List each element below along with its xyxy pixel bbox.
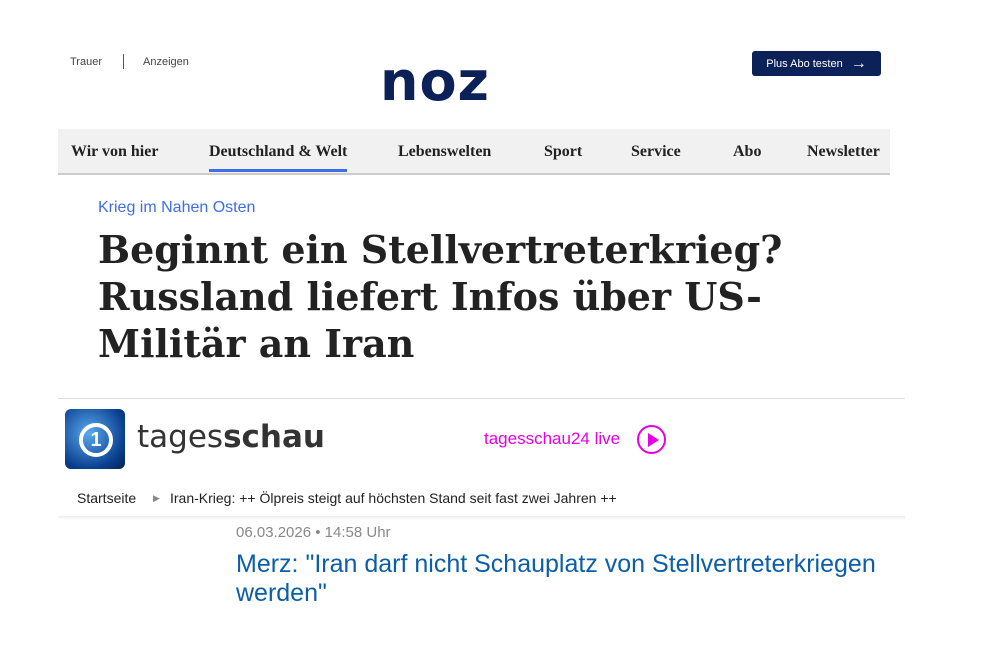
noz-logo[interactable]: noz	[380, 50, 490, 113]
plus-abo-label: Plus Abo testen	[766, 57, 843, 70]
nav-newsletter[interactable]: Newsletter	[807, 143, 880, 160]
breadcrumb-startseite[interactable]: Startseite	[77, 490, 137, 506]
link-anzeigen[interactable]: Anzeigen	[143, 56, 189, 68]
link-trauer[interactable]: Trauer	[70, 56, 102, 68]
nav-service[interactable]: Service	[631, 143, 681, 160]
tagesschau-headline[interactable]: Merz: "Iran darf nicht Schauplatz von St…	[236, 550, 876, 607]
tagesschau-logo-icon[interactable]: 1	[65, 409, 125, 469]
arrow-right-icon: →	[850, 54, 867, 72]
logo-mark: 1	[79, 423, 113, 457]
nav-lebenswelten[interactable]: Lebenswelten	[398, 143, 492, 160]
divider	[123, 54, 124, 69]
divider	[58, 516, 905, 520]
nav-deutschland-welt[interactable]: Deutschland & Welt	[209, 143, 348, 172]
article-headline: Beginnt ein Stellvertreterkrieg? Russlan…	[98, 227, 783, 366]
play-icon[interactable]	[637, 425, 666, 454]
article-date: 06.03.2026 • 14:58 Uhr	[236, 524, 391, 541]
divider	[58, 398, 905, 399]
nav-wir-von-hier[interactable]: Wir von hier	[71, 143, 159, 160]
nav-sport[interactable]: Sport	[544, 143, 583, 160]
tagesschau24-live-link[interactable]: tagesschau24 live	[484, 429, 621, 448]
breadcrumb-chevron-icon: ▶	[153, 493, 160, 503]
breadcrumb-current: Iran-Krieg: ++ Ölpreis steigt auf höchst…	[170, 490, 617, 506]
nav-abo[interactable]: Abo	[733, 143, 762, 160]
wordmark-light: tages	[137, 419, 224, 455]
tagesschau-wordmark[interactable]: tagesschau	[137, 419, 325, 455]
article-kicker[interactable]: Krieg im Nahen Osten	[98, 199, 256, 216]
main-nav: Wir von hier Deutschland & Welt Lebenswe…	[58, 129, 890, 175]
plus-abo-button[interactable]: Plus Abo testen →	[752, 51, 881, 76]
wordmark-bold: schau	[223, 419, 325, 455]
